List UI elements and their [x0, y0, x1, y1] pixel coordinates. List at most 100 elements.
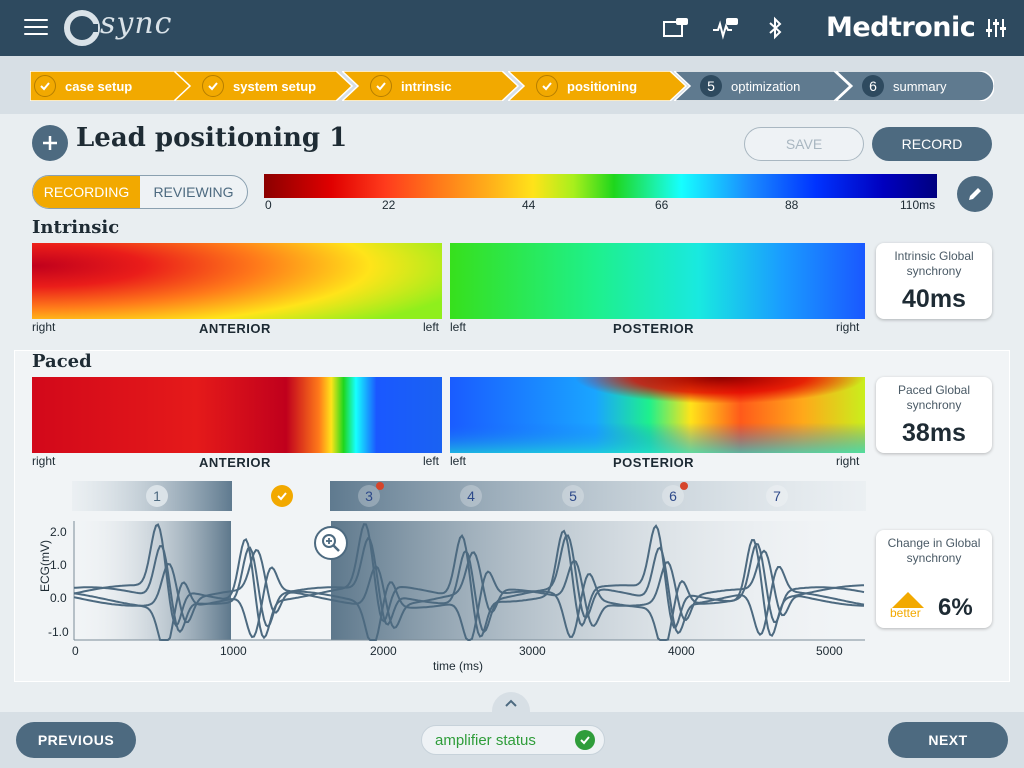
step-positioning[interactable]: positioning: [508, 71, 688, 101]
step-intrinsic[interactable]: intrinsic: [342, 71, 520, 101]
step-optimization[interactable]: 5 optimization: [674, 71, 852, 101]
map-label: POSTERIOR: [613, 455, 695, 470]
brand-logo: Medtronic: [826, 12, 976, 43]
paced-title: Paced: [32, 351, 92, 372]
x-tick: 5000: [816, 644, 843, 658]
add-position-button[interactable]: [32, 125, 68, 161]
y-tick: 0.0: [50, 591, 67, 605]
synchrony-change-card: Change in Global synchrony better 6%: [876, 530, 992, 628]
check-icon: [536, 75, 558, 97]
map-label: ANTERIOR: [199, 455, 271, 470]
workflow-stepper: case setup system setup intrinsic positi…: [30, 71, 994, 101]
ecg-monitor-icon[interactable]: [712, 16, 740, 40]
pencil-icon: [969, 188, 981, 200]
map-edge-label: right: [836, 454, 860, 468]
check-icon: [34, 75, 56, 97]
step-number: 6: [862, 75, 884, 97]
map-edge-label: right: [32, 454, 56, 468]
app-name: sync: [100, 6, 173, 41]
mode-toggle: RECORDING REVIEWING: [32, 175, 248, 209]
x-tick: 4000: [668, 644, 695, 658]
map-edge-label: right: [32, 320, 56, 334]
step-summary[interactable]: 6 summary: [836, 71, 994, 101]
reviewing-tab[interactable]: REVIEWING: [153, 184, 234, 200]
tablet-icon[interactable]: [662, 16, 690, 40]
beat-3[interactable]: 3: [358, 482, 384, 507]
metric-label: Change in Global synchrony: [887, 536, 981, 565]
warning-icon: [680, 482, 688, 490]
page-title: Lead positioning 1: [76, 123, 348, 153]
next-button[interactable]: NEXT: [888, 722, 1008, 758]
scale-tick: 0: [265, 198, 272, 212]
map-edge-label: left: [450, 320, 467, 334]
check-icon: [277, 492, 287, 501]
y-tick: 2.0: [50, 525, 67, 539]
record-button[interactable]: RECORD: [872, 127, 992, 161]
beat-selected[interactable]: [271, 485, 293, 507]
step-label: optimization: [731, 78, 801, 94]
beat-7[interactable]: 7: [766, 485, 788, 507]
metric-value: 6%: [938, 594, 973, 621]
recording-tab[interactable]: RECORDING: [33, 176, 140, 208]
metric-value: 40ms: [902, 285, 966, 313]
paced-synchrony-card: Paced Global synchrony 38ms: [876, 377, 992, 453]
metric-label: Intrinsic Global synchrony: [894, 249, 974, 278]
edit-button[interactable]: [957, 176, 993, 212]
chevron-up-icon: [505, 699, 517, 707]
amplifier-status[interactable]: amplifier status: [421, 725, 605, 755]
save-button[interactable]: SAVE: [744, 127, 864, 161]
warning-icon: [376, 482, 384, 490]
beat-4[interactable]: 4: [460, 485, 482, 507]
scale-tick: 88: [785, 198, 799, 212]
app-header: sync Medtronic: [0, 0, 1024, 56]
beat-selector: 1 3 4 5 6 7: [72, 481, 866, 511]
app-logo: [64, 10, 100, 46]
x-tick: 2000: [370, 644, 397, 658]
menu-icon[interactable]: [24, 19, 48, 37]
better-arrow-icon: [892, 592, 924, 608]
map-label: ANTERIOR: [199, 321, 271, 336]
map-edge-label: right: [836, 320, 860, 334]
y-tick: -1.0: [48, 625, 69, 639]
paced-anterior-map: [32, 377, 442, 453]
intrinsic-anterior-map: [32, 243, 442, 319]
x-tick: 0: [72, 644, 79, 658]
scale-tick: 110ms: [900, 198, 936, 212]
metric-value: 38ms: [902, 419, 966, 447]
check-icon: [370, 75, 392, 97]
y-tick: 1.0: [50, 558, 67, 572]
bluetooth-icon[interactable]: [762, 16, 790, 40]
zoom-in-icon: [322, 534, 340, 552]
step-case-setup[interactable]: case setup: [30, 71, 196, 101]
beat-number: 3: [365, 488, 373, 504]
beat-number: 5: [569, 488, 577, 504]
step-system-setup[interactable]: system setup: [174, 71, 354, 101]
x-tick: 1000: [220, 644, 247, 658]
check-icon: [202, 75, 224, 97]
zoom-button[interactable]: [314, 526, 348, 560]
step-label: summary: [893, 78, 947, 94]
check-icon: [575, 730, 595, 750]
paced-posterior-map: [450, 377, 865, 453]
metric-label: Paced Global synchrony: [897, 383, 971, 412]
expand-panel-button[interactable]: [492, 692, 530, 720]
beat-number: 6: [669, 488, 677, 504]
better-label: better: [890, 606, 921, 620]
beat-6[interactable]: 6: [662, 482, 688, 507]
step-label: positioning: [567, 78, 638, 94]
amplifier-status-label: amplifier status: [435, 731, 536, 749]
step-label: system setup: [233, 78, 317, 94]
x-tick: 3000: [519, 644, 546, 658]
scale-tick: 44: [522, 198, 536, 212]
map-edge-label: left: [423, 454, 440, 468]
plus-icon: [43, 136, 57, 150]
scale-tick: 22: [382, 198, 396, 212]
beat-5[interactable]: 5: [562, 485, 584, 507]
sliders-icon[interactable]: [984, 16, 1008, 40]
beat-number: 7: [773, 488, 781, 504]
step-number: 5: [700, 75, 722, 97]
beat-1[interactable]: 1: [146, 485, 168, 507]
intrinsic-synchrony-card: Intrinsic Global synchrony 40ms: [876, 243, 992, 319]
beat-number: 4: [467, 488, 475, 504]
previous-button[interactable]: PREVIOUS: [16, 722, 136, 758]
